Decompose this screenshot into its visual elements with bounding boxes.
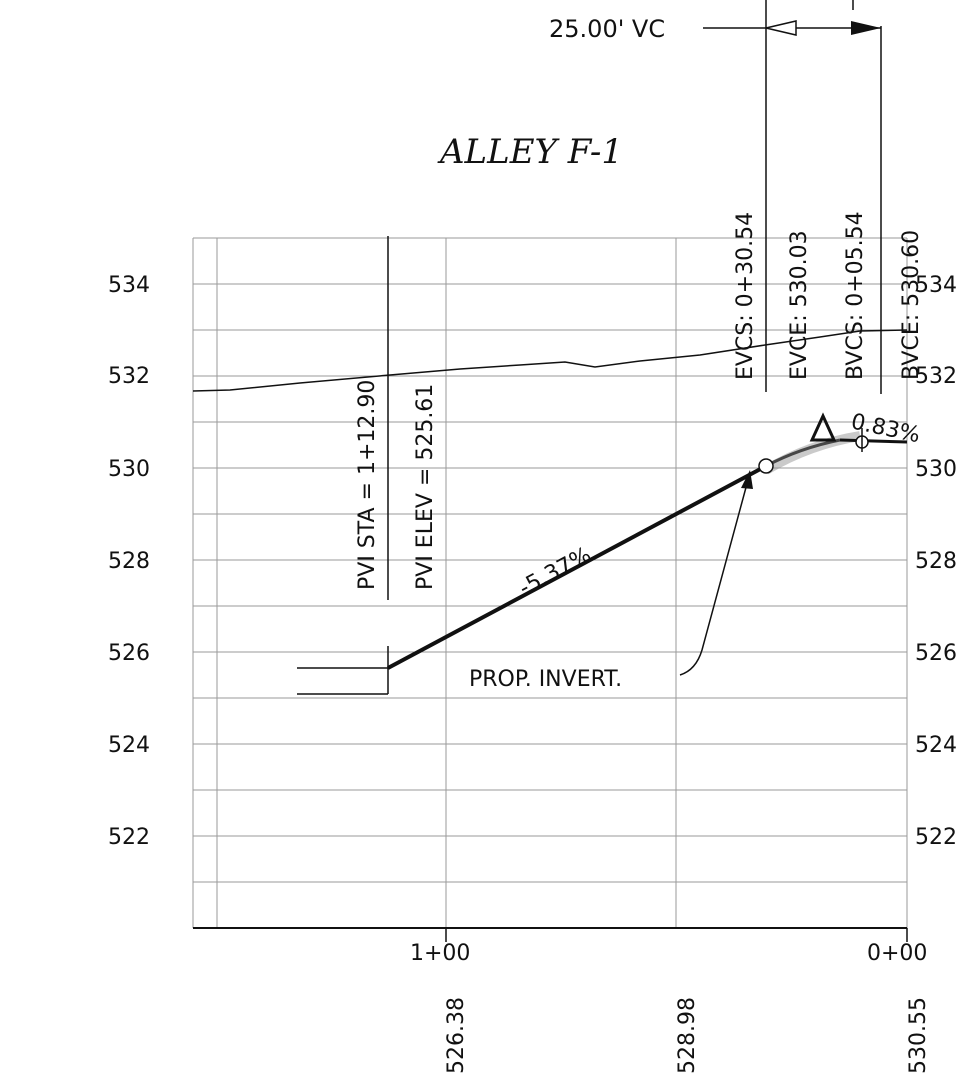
elev-left-526: 526	[108, 641, 150, 666]
evce-label: EVCE: 530.03	[787, 230, 812, 380]
station-label-000: 0+00	[867, 941, 927, 966]
bvcs-label: BVCS: 0+05.54	[843, 211, 868, 380]
pvi-elevation-label: PVI ELEV = 525.61	[413, 384, 438, 590]
elev-right-532: 532	[915, 364, 957, 389]
bottom-elev-1: 526.38	[444, 997, 469, 1074]
pvi-triangle-icon	[809, 412, 837, 442]
grade-1-label: -5.37%	[515, 543, 595, 602]
elev-right-534: 534	[915, 273, 957, 298]
vc-arrow-left-icon	[765, 20, 797, 36]
bottom-elev-3: 530.55	[906, 997, 931, 1074]
vc-arrow-right-icon	[851, 21, 881, 35]
elev-right-522: 522	[915, 825, 957, 850]
elev-right-524: 524	[915, 733, 957, 758]
bottom-elev-2: 528.98	[675, 997, 700, 1074]
callout-arrow-icon	[741, 470, 753, 489]
evcs-label: EVCS: 0+30.54	[733, 212, 758, 380]
elev-left-532: 532	[108, 364, 150, 389]
pvi-station-label: PVI STA = 1+12.90	[355, 380, 380, 590]
elevation-labels-left: 534 532 530 528 526 524 522	[108, 273, 150, 850]
bvce-label: BVCE: 530.60	[899, 230, 924, 380]
station-label-100: 1+00	[410, 941, 470, 966]
prop-invert-label: PROP. INVERT.	[469, 667, 622, 692]
profile-grid	[192, 237, 908, 928]
elev-right-526: 526	[915, 641, 957, 666]
elevation-labels-right: 534 532 530 528 526 524 522	[915, 273, 957, 850]
elev-left-528: 528	[108, 549, 150, 574]
evc-point-icon	[758, 458, 774, 474]
elev-right-528: 528	[915, 549, 957, 574]
elev-left-522: 522	[108, 825, 150, 850]
elev-left-534: 534	[108, 273, 150, 298]
elev-right-530: 530	[915, 457, 957, 482]
vc-length-label: 25.00' VC	[549, 15, 665, 43]
drawing-title: ALLEY F-1	[437, 132, 623, 172]
elev-left-524: 524	[108, 733, 150, 758]
callout-leader-line	[679, 479, 749, 676]
existing-ground-line	[192, 329, 908, 392]
elev-left-530: 530	[108, 457, 150, 482]
